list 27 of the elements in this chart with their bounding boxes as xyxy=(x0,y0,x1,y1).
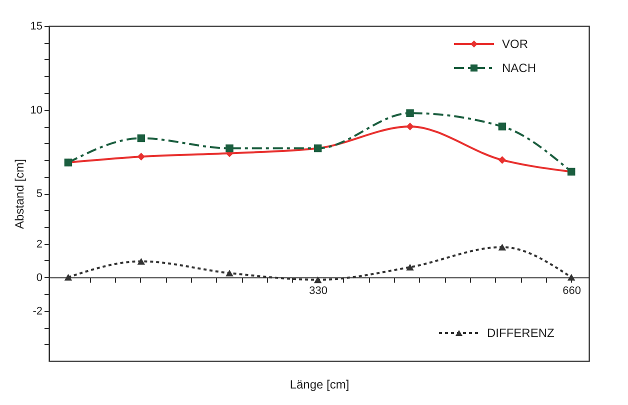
x-tick-label: 330 xyxy=(309,284,328,297)
legend-label: DIFFERENZ xyxy=(487,326,554,340)
y-tick-label: 15 xyxy=(30,20,42,32)
y-tick-label: -2 xyxy=(32,305,42,318)
x-tick-label: 660 xyxy=(562,284,582,297)
y-tick-label: 10 xyxy=(30,104,42,116)
x-axis-title: Länge [cm] xyxy=(290,378,350,392)
point xyxy=(406,264,414,271)
point xyxy=(314,276,322,284)
point xyxy=(226,270,234,276)
y-tick-label: 5 xyxy=(36,188,42,200)
y-tick-label: 0 xyxy=(36,272,42,284)
point xyxy=(567,274,576,281)
legend-label: VOR xyxy=(502,37,528,51)
point xyxy=(498,244,506,250)
point xyxy=(137,134,146,142)
point xyxy=(137,152,146,161)
point xyxy=(498,156,506,164)
point xyxy=(226,144,234,152)
point xyxy=(64,274,72,281)
point xyxy=(406,109,414,117)
point xyxy=(498,122,506,130)
y-tick-label: 2 xyxy=(36,238,42,250)
y-axis-title: Abstand [cm] xyxy=(12,158,26,230)
legend-label: NACH xyxy=(502,61,536,75)
point xyxy=(137,258,146,265)
point xyxy=(406,122,414,130)
